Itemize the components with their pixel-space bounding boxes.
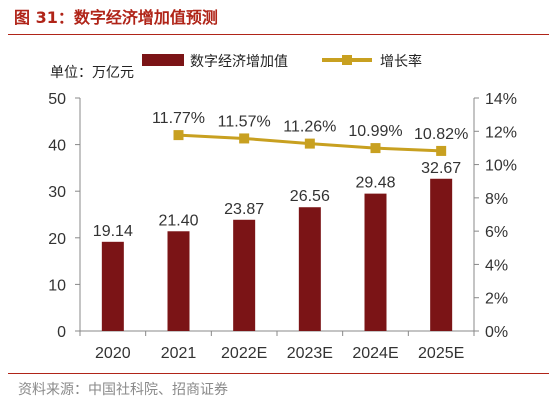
legend-line-label: 增长率 xyxy=(380,53,422,70)
y-right-tick-label: 8% xyxy=(485,191,508,208)
growth-marker xyxy=(436,145,447,156)
y-left-tick-label: 20 xyxy=(48,231,66,248)
growth-value-label: 11.57% xyxy=(218,113,271,130)
bar xyxy=(430,178,453,331)
x-tick-label: 2021 xyxy=(161,345,197,362)
legend-bar-label: 数字经济增加值 xyxy=(190,54,288,70)
bar xyxy=(167,231,190,331)
x-tick-label: 2024E xyxy=(352,345,398,362)
x-tick-label: 2025E xyxy=(418,345,464,362)
y-left-tick-label: 50 xyxy=(48,91,66,108)
growth-value-label: 10.82% xyxy=(414,126,468,143)
y-left-tick-label: 10 xyxy=(48,277,66,294)
bar xyxy=(364,193,387,331)
growth-value-label: 11.77% xyxy=(152,110,205,127)
figure-title: 图 31：数字经济增加值预测 xyxy=(14,8,218,27)
x-tick-label: 2023E xyxy=(287,345,333,362)
bar-value-label: 32.67 xyxy=(421,160,461,177)
growth-marker xyxy=(370,143,381,154)
bar xyxy=(298,207,321,331)
bar-value-label: 19.14 xyxy=(93,223,133,240)
legend-line-marker xyxy=(342,55,352,65)
x-tick-label: 2022E xyxy=(221,345,267,362)
growth-value-label: 10.99% xyxy=(348,123,402,140)
legend-bar-swatch xyxy=(142,54,184,66)
title-divider xyxy=(8,34,549,35)
growth-marker xyxy=(239,133,250,144)
bar-value-label: 23.87 xyxy=(224,201,264,218)
bar xyxy=(101,241,124,331)
y-right-tick-label: 12% xyxy=(485,124,517,141)
y-right-tick-label: 10% xyxy=(485,158,517,175)
bar-value-label: 21.40 xyxy=(158,212,198,229)
y-right-tick-label: 6% xyxy=(485,224,508,241)
y-right-tick-label: 0% xyxy=(485,324,508,341)
y-left-tick-label: 30 xyxy=(48,184,66,201)
x-tick-label: 2020 xyxy=(95,345,131,362)
y-right-tick-label: 2% xyxy=(485,291,508,308)
bar xyxy=(233,219,256,331)
source-note: 资料来源：中国社科院、招商证券 xyxy=(18,382,228,398)
growth-value-label: 11.26% xyxy=(283,119,336,136)
y-right-tick-label: 4% xyxy=(485,257,508,274)
y-left-tick-label: 0 xyxy=(57,324,66,341)
bar-value-label: 26.56 xyxy=(290,188,330,205)
source-divider xyxy=(8,373,549,374)
y-left-tick-label: 40 xyxy=(48,138,66,155)
bar-value-label: 29.48 xyxy=(355,175,395,192)
y-right-tick-label: 14% xyxy=(485,91,517,108)
unit-label: 单位：万亿元 xyxy=(50,65,134,81)
growth-marker xyxy=(304,138,315,149)
growth-marker xyxy=(173,130,184,141)
